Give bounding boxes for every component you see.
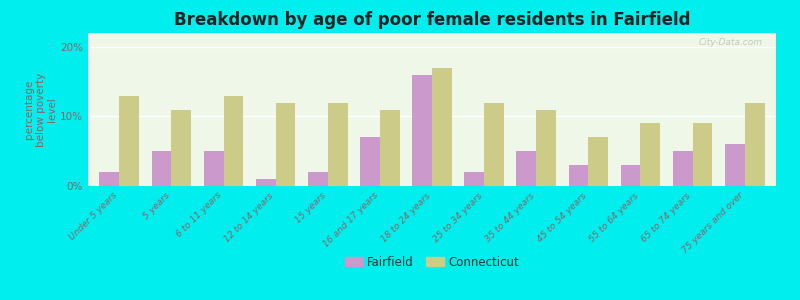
Bar <box>725 144 745 186</box>
Bar <box>641 123 660 186</box>
Bar <box>360 137 380 186</box>
Y-axis label: percentage
below poverty
level: percentage below poverty level <box>24 72 58 147</box>
Bar <box>588 137 608 186</box>
Bar <box>693 123 713 186</box>
Bar <box>517 151 536 186</box>
Bar <box>119 96 139 186</box>
Bar <box>276 103 295 186</box>
Bar <box>412 75 432 186</box>
Bar <box>484 103 504 186</box>
Text: City-Data.com: City-Data.com <box>698 38 762 46</box>
Title: Breakdown by age of poor female residents in Fairfield: Breakdown by age of poor female resident… <box>174 11 690 29</box>
Bar <box>536 110 556 186</box>
Legend: Fairfield, Connecticut: Fairfield, Connecticut <box>345 256 519 269</box>
Bar <box>621 165 641 186</box>
Bar <box>432 68 452 186</box>
Bar <box>151 151 171 186</box>
Bar <box>256 179 276 186</box>
Bar <box>745 103 765 186</box>
Bar <box>204 151 223 186</box>
Bar <box>673 151 693 186</box>
Bar <box>328 103 347 186</box>
Bar <box>308 172 328 186</box>
Bar <box>171 110 191 186</box>
Bar <box>99 172 119 186</box>
Bar <box>569 165 588 186</box>
Bar <box>380 110 400 186</box>
Bar <box>223 96 243 186</box>
Bar <box>464 172 484 186</box>
